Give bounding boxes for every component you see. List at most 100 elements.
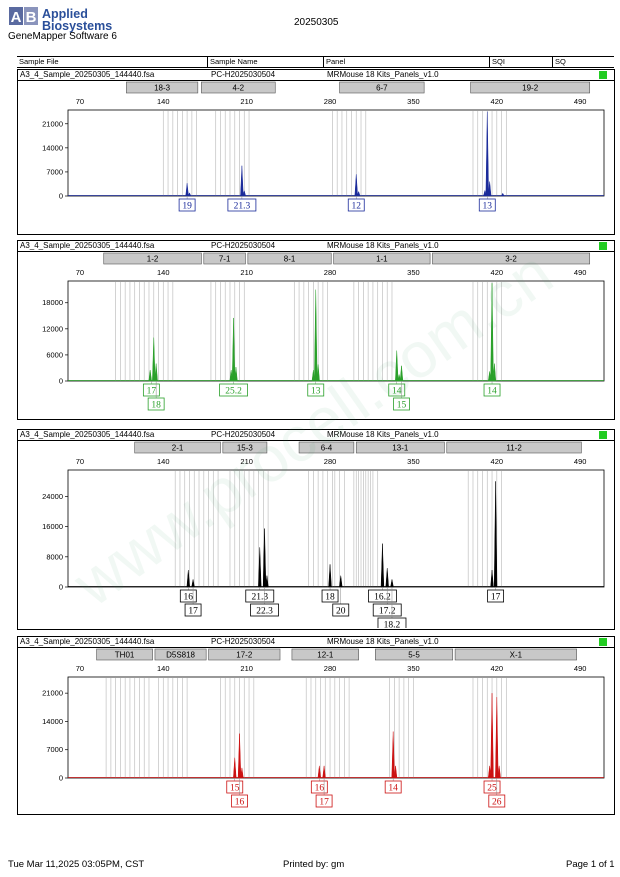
peak xyxy=(380,543,385,588)
allele-label: 18 xyxy=(325,593,335,603)
allele-call: 13 xyxy=(307,381,325,397)
allele-box xyxy=(315,794,333,808)
marker-17-2: 17-2 xyxy=(208,648,281,661)
sample-file: A3_4_Sample_20250305_144440.fsa xyxy=(20,637,155,646)
allele-call: 18 xyxy=(147,381,165,411)
sample-file: A3_4_Sample_20250305_144440.fsa xyxy=(20,430,155,439)
y-tick-label: 14000 xyxy=(42,143,63,152)
peak xyxy=(354,174,358,197)
allele-label: 14 xyxy=(388,784,398,794)
marker-bar xyxy=(298,441,355,454)
allele-label: 16 xyxy=(315,784,325,794)
peak xyxy=(242,189,247,197)
y-tick-label: 21000 xyxy=(42,119,63,128)
allele-box xyxy=(488,794,506,808)
marker-bar xyxy=(339,81,425,94)
marker-bar xyxy=(103,252,202,265)
allele-label: 17 xyxy=(188,607,198,617)
panel-name: MRMouse 18 Kits_Panels_v1.0 xyxy=(327,637,439,646)
allele-call: 16 xyxy=(179,587,197,603)
allele-call: 15 xyxy=(393,381,410,411)
marker-13-1: 13-1 xyxy=(355,441,445,454)
allele-box xyxy=(307,383,325,397)
peak xyxy=(311,370,316,382)
allele-box xyxy=(377,617,407,628)
allele-label: 16 xyxy=(184,593,194,603)
y-tick-label: 18000 xyxy=(42,298,63,307)
allele-box xyxy=(184,603,202,617)
y-tick-label: 12000 xyxy=(42,324,63,333)
marker-12-1: 12-1 xyxy=(291,648,359,661)
peak xyxy=(492,363,497,382)
sample-file: A3_4_Sample_20250305_144440.fsa xyxy=(20,70,155,79)
x-tick-label: 210 xyxy=(240,97,253,106)
peak xyxy=(490,569,494,588)
marker-bar xyxy=(333,252,431,265)
allele-call: 20 xyxy=(332,587,350,617)
x-tick-label: 70 xyxy=(76,97,84,106)
peak xyxy=(316,364,320,382)
marker-18-3: 18-3 xyxy=(126,81,199,94)
peak xyxy=(485,111,489,197)
allele-label: 14 xyxy=(487,387,497,397)
run-date: 20250305 xyxy=(294,17,339,28)
marker-bar xyxy=(201,81,276,94)
allele-call: 17 xyxy=(487,587,505,603)
y-tick-label: 8000 xyxy=(46,552,63,561)
marker-bar xyxy=(470,81,591,94)
allele-label: 19 xyxy=(182,202,192,212)
marker-19-2: 19-2 xyxy=(470,81,591,94)
electropherogram-chart-4: TH01 D5S818 17-2 12-1 5-5 X-170 140 210 280 350 42… xyxy=(42,648,605,808)
x-tick-label: 70 xyxy=(76,664,84,673)
allele-box xyxy=(384,780,402,794)
allele-label: 14 xyxy=(392,387,402,397)
allele-label: 21.3 xyxy=(251,593,268,603)
peak xyxy=(487,181,492,197)
peak xyxy=(265,575,269,588)
plot-frame xyxy=(67,280,605,382)
allele-box xyxy=(250,603,279,617)
allele-call: 18 xyxy=(321,587,339,603)
x-tick-label: 490 xyxy=(574,664,587,673)
marker-label: 1-2 xyxy=(147,255,159,264)
peak xyxy=(495,697,499,779)
allele-call: 21.3 xyxy=(227,196,257,212)
col-sqi: SQI xyxy=(492,57,505,66)
marker-bar xyxy=(96,648,153,661)
marker-1-1: 1-1 xyxy=(333,252,431,265)
peak xyxy=(229,370,233,382)
allele-call: 17.2 xyxy=(372,587,402,617)
marker-bar xyxy=(446,441,582,454)
col-panel: Panel xyxy=(326,57,346,66)
x-tick-label: 490 xyxy=(574,457,587,466)
allele-label: 12 xyxy=(351,202,361,212)
x-tick-label: 280 xyxy=(324,268,337,277)
allele-box xyxy=(487,589,505,603)
peak xyxy=(393,765,398,779)
marker-bar xyxy=(454,648,577,661)
x-tick-label: 420 xyxy=(491,97,504,106)
allele-label: 15 xyxy=(397,401,407,411)
electropherogram-panel-4: A3_4_Sample_20250305_144440.fsa PC-H2025… xyxy=(17,636,615,815)
peak xyxy=(314,289,318,382)
allele-call: 17 xyxy=(142,381,160,397)
marker-bar xyxy=(222,441,268,454)
x-tick-label: 210 xyxy=(240,664,253,673)
peak xyxy=(328,564,332,588)
y-tick-label: 0 xyxy=(59,583,63,592)
allele-label: 17 xyxy=(319,798,329,808)
peak xyxy=(500,192,505,197)
allele-box xyxy=(483,780,501,794)
allele-call: 17 xyxy=(315,778,333,808)
peak xyxy=(487,371,492,382)
sq-status-badge xyxy=(599,638,607,646)
allele-box xyxy=(372,603,402,617)
col-sample-file: Sample File xyxy=(19,57,59,66)
marker-11-2: 11-2 xyxy=(446,441,582,454)
y-tick-label: 0 xyxy=(59,192,63,201)
marker-label: 4-2 xyxy=(233,84,245,93)
allele-box xyxy=(347,198,365,212)
electropherogram-chart-3: 2-1 15-3 6-4 13-1 11-2 70 140 210 280 350 420 490 0 8… xyxy=(42,441,605,628)
electropherogram-chart-2: 1-2 7-1 8-1 1-1 3-2 70 140 210 280 350 420 490 0 6000… xyxy=(42,252,605,411)
marker-1-2: 1-2 xyxy=(103,252,202,265)
